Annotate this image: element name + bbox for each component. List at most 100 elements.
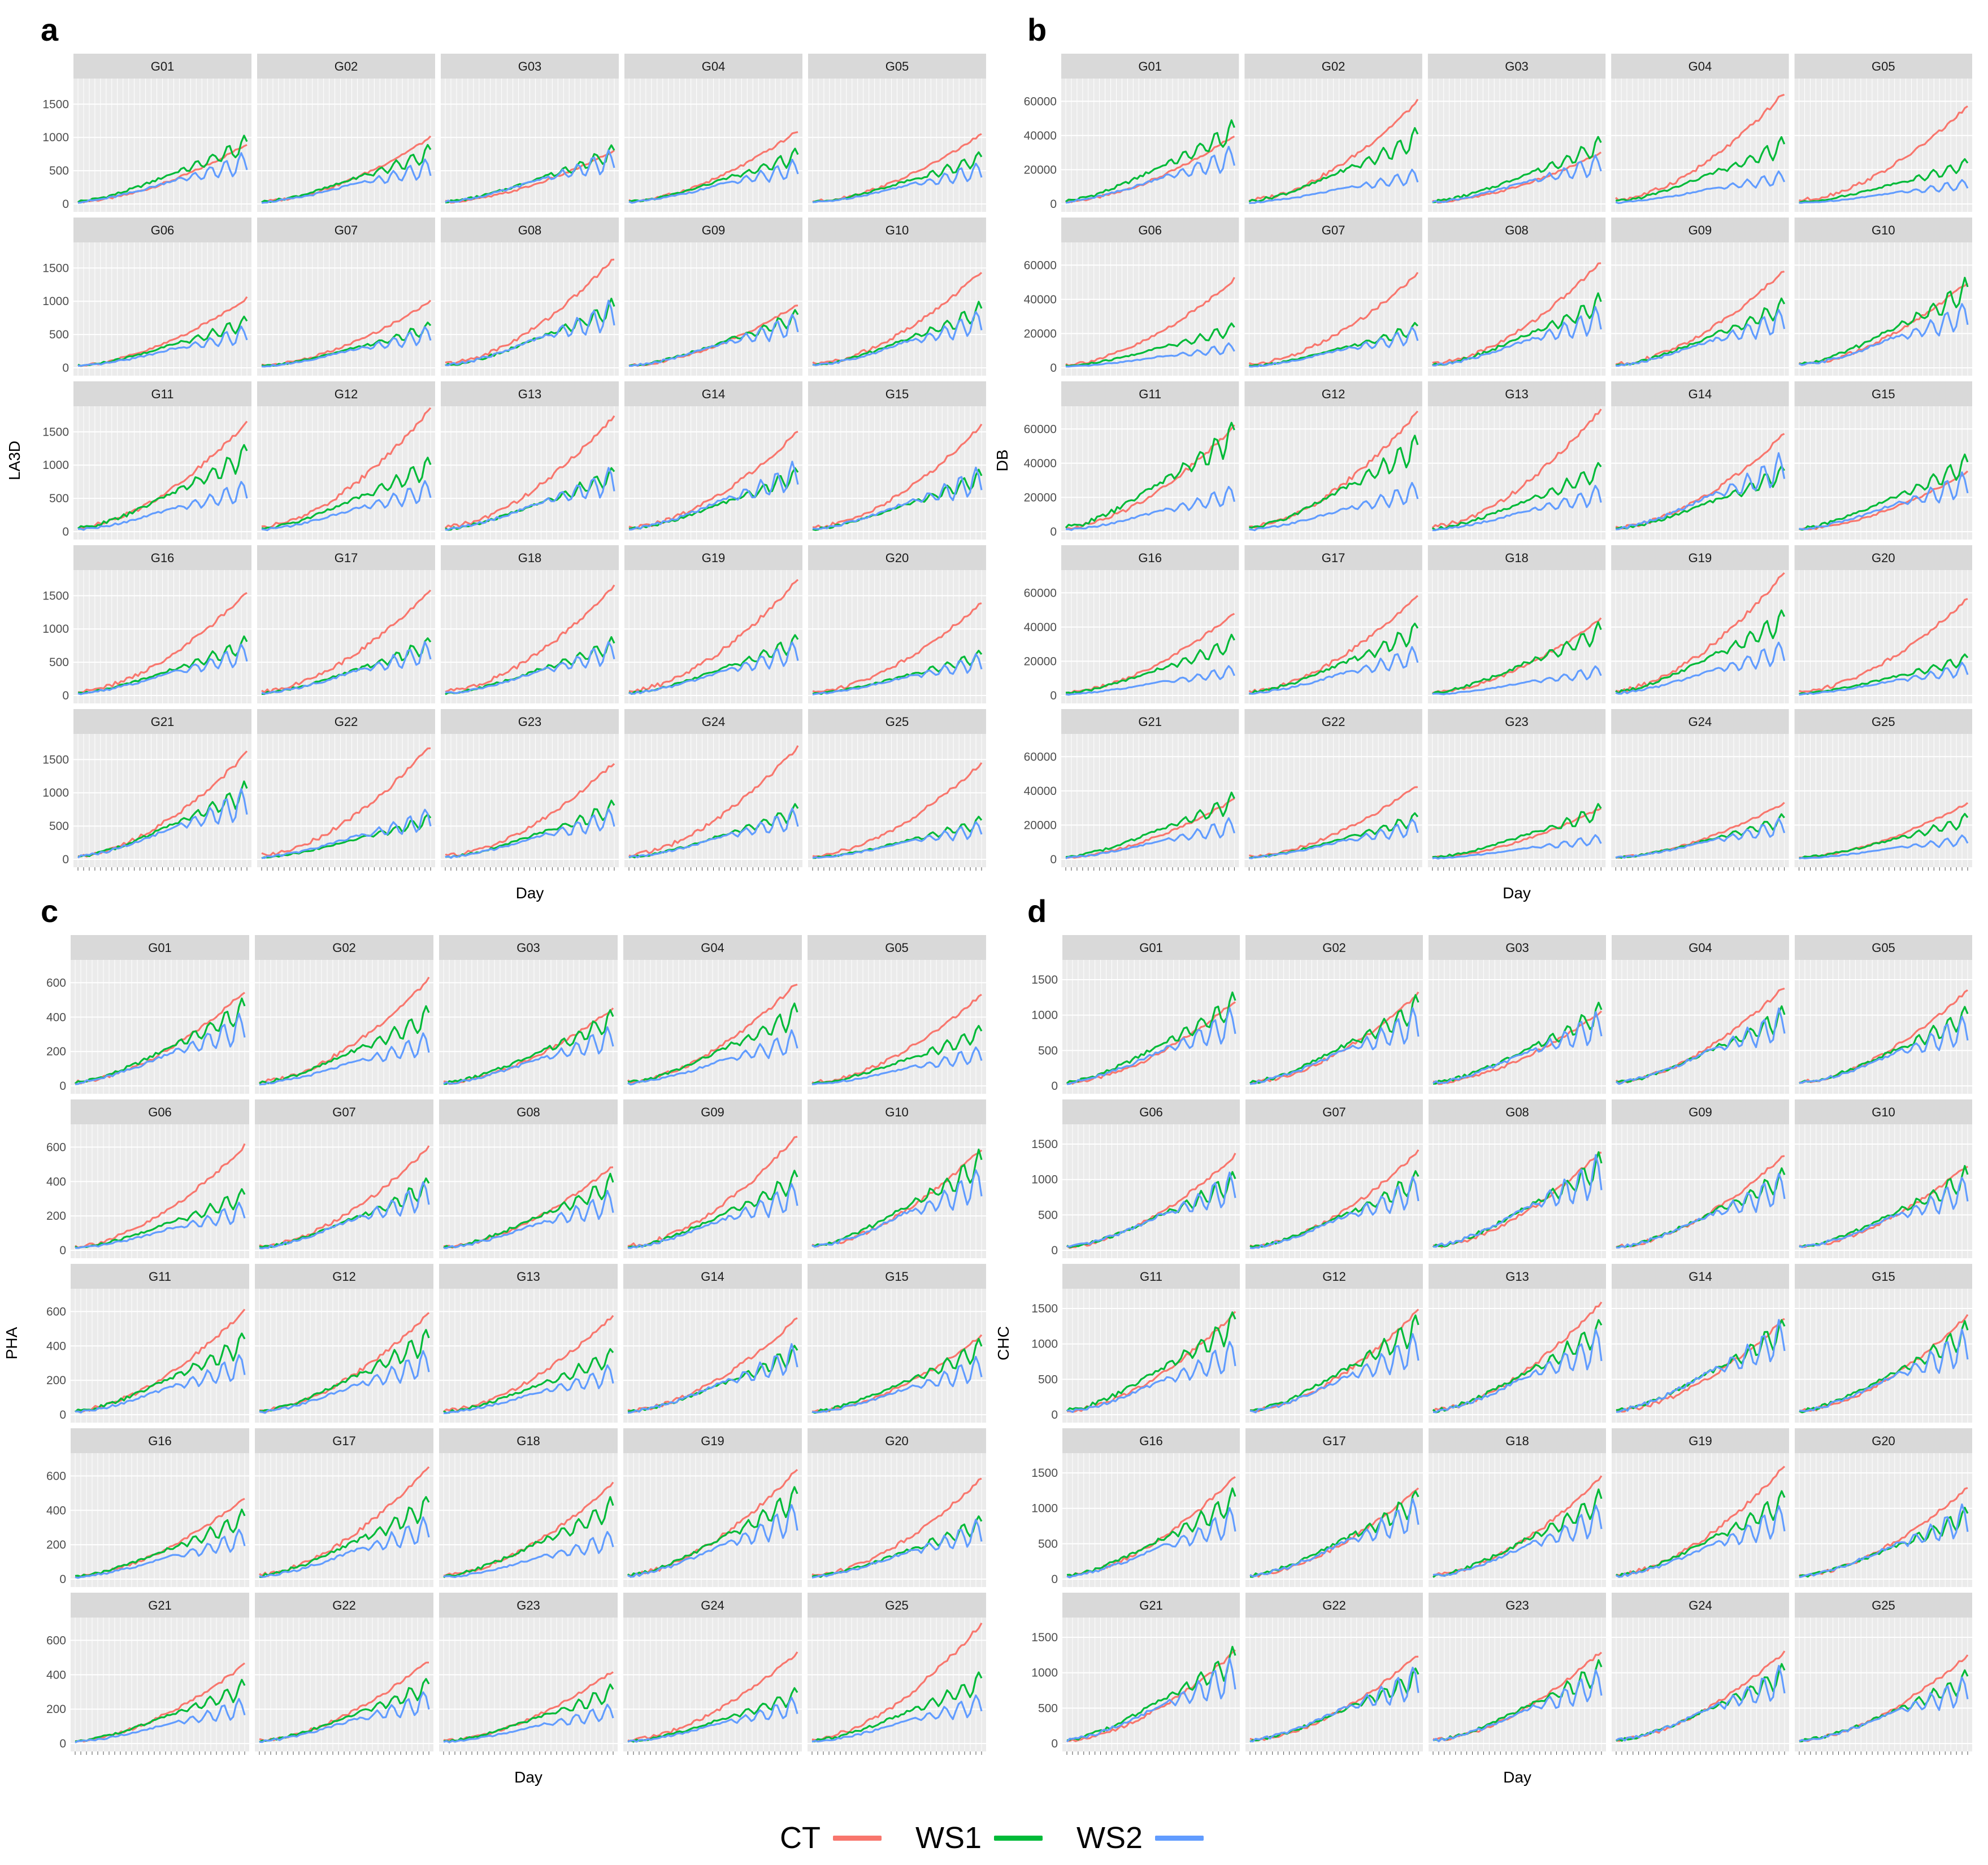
facet-strip — [255, 1264, 433, 1289]
series-line-ws1 — [259, 1496, 430, 1578]
facet-strip — [623, 1099, 802, 1124]
facet-title: G25 — [885, 1598, 909, 1612]
series-line-ct — [1615, 572, 1785, 693]
facet-strip — [808, 1264, 986, 1289]
facet-G21: G21 0 20000 40000 60000 — [1024, 709, 1239, 871]
facet-title: G18 — [1505, 1434, 1529, 1448]
series-line-ws1 — [1615, 609, 1786, 694]
series-line-ws2 — [1433, 1329, 1603, 1414]
facet-title: G02 — [1322, 941, 1346, 955]
facet-title: G12 — [1322, 387, 1345, 401]
facet-title: G20 — [1872, 1434, 1895, 1448]
facet-strip — [73, 709, 251, 734]
facet-strip — [71, 1593, 249, 1618]
facet-G04: G04 — [1611, 54, 1789, 212]
facet-title: G19 — [701, 1434, 724, 1448]
facet-strip — [439, 1428, 618, 1453]
facet-strip — [1245, 1264, 1423, 1289]
series-line-ct — [1066, 1153, 1236, 1249]
facet-G19: G19 — [623, 1428, 802, 1587]
facet-G09: G09 — [1612, 1099, 1789, 1258]
facet-G22: G22 — [257, 709, 435, 871]
facet-strip — [441, 54, 619, 79]
facet-title: G23 — [1505, 715, 1529, 729]
y-tick-label: 0 — [1051, 1573, 1058, 1586]
facet-strip — [1427, 54, 1606, 79]
series-line-ct — [1799, 282, 1969, 366]
facet-strip — [1611, 545, 1789, 570]
series-line-ws2 — [1066, 1171, 1236, 1247]
facet-strip — [257, 381, 435, 406]
y-tick-label: 1500 — [1031, 1138, 1058, 1151]
facet-strip — [623, 1428, 802, 1453]
facet-title: G13 — [518, 387, 542, 401]
series-line-ws2 — [1616, 308, 1786, 367]
legend: CT WS1 WS2 — [780, 1818, 1238, 1858]
y-tick-label: 0 — [59, 1737, 66, 1750]
series-line-ws2 — [627, 1343, 798, 1414]
facet-G09: G09 — [623, 1099, 802, 1258]
y-tick-label: 0 — [59, 1080, 66, 1093]
y-tick-label: 40000 — [1024, 457, 1057, 470]
y-tick-label: 500 — [1038, 1044, 1058, 1057]
facet-title: G07 — [1322, 1105, 1346, 1119]
facet-title: G16 — [151, 551, 175, 565]
facet-title: G08 — [518, 223, 542, 237]
series-line-ws2 — [445, 149, 615, 203]
y-tick-label: 600 — [46, 1141, 66, 1154]
facet-G25: G25 — [808, 709, 986, 871]
series-line-ws1 — [1065, 792, 1235, 858]
facet-strip — [1429, 1264, 1606, 1289]
facet-G24: G24 — [623, 1593, 802, 1755]
y-tick-label: 1000 — [42, 623, 69, 636]
facet-G22: G22 — [1245, 1593, 1423, 1755]
series-line-ws2 — [1433, 1669, 1603, 1742]
y-tick-label: 0 — [1050, 853, 1057, 866]
facet-strip — [1061, 54, 1239, 79]
series-line-ct — [1248, 272, 1419, 366]
facet-title: G16 — [1139, 1434, 1163, 1448]
y-tick-label: 1500 — [42, 262, 69, 275]
series-line-ws1 — [1066, 1646, 1236, 1741]
series-line-ws2 — [1249, 481, 1419, 532]
facet-G17: G17 — [1244, 545, 1422, 703]
facet-title: G21 — [151, 715, 175, 729]
facet-strip — [1612, 1428, 1789, 1453]
series-line-ws2 — [1799, 1503, 1969, 1579]
facet-title: G21 — [1138, 715, 1162, 729]
y-tick-label: 1500 — [1031, 973, 1058, 986]
facet-G22: G22 — [255, 1593, 433, 1755]
y-tick-label: 60000 — [1024, 423, 1057, 436]
facet-title: G04 — [1689, 59, 1712, 73]
facet-G22: G22 — [1244, 709, 1422, 871]
facet-title: G02 — [335, 59, 358, 73]
facet-strip — [441, 381, 619, 406]
facet-title: G01 — [148, 941, 172, 955]
series-line-ws1 — [77, 780, 248, 858]
facet-title: G13 — [1505, 387, 1529, 401]
facet-title: G09 — [701, 1105, 724, 1119]
series-line-ws2 — [261, 808, 432, 859]
facet-strip — [71, 1099, 249, 1124]
legend-label-ws2: WS2 — [1077, 1821, 1143, 1855]
series-line-ws2 — [1249, 1007, 1420, 1085]
series-line-ws1 — [1065, 322, 1235, 367]
facet-title: G23 — [1505, 1598, 1529, 1612]
facet-strip — [257, 709, 435, 734]
series-line-ct — [445, 584, 615, 693]
facet-G11: G11 0 200 400 600 — [46, 1264, 249, 1423]
y-tick-label: 0 — [62, 525, 69, 538]
y-tick-label: 400 — [46, 1668, 66, 1681]
y-tick-label: 400 — [46, 1175, 66, 1188]
facet-strip — [1245, 1099, 1423, 1124]
facet-strip — [624, 709, 802, 734]
facet-strip — [808, 545, 986, 570]
facet-G05: G05 — [808, 54, 986, 212]
series-line-ct — [1615, 93, 1785, 202]
series-line-ws2 — [1433, 1011, 1603, 1084]
legend-item-ct: CT — [780, 1820, 882, 1855]
series-line-ws2 — [261, 641, 432, 695]
facet-title: G25 — [886, 715, 909, 729]
facet-G10: G10 — [1794, 218, 1972, 376]
x-axis-title: Day — [514, 1768, 542, 1786]
